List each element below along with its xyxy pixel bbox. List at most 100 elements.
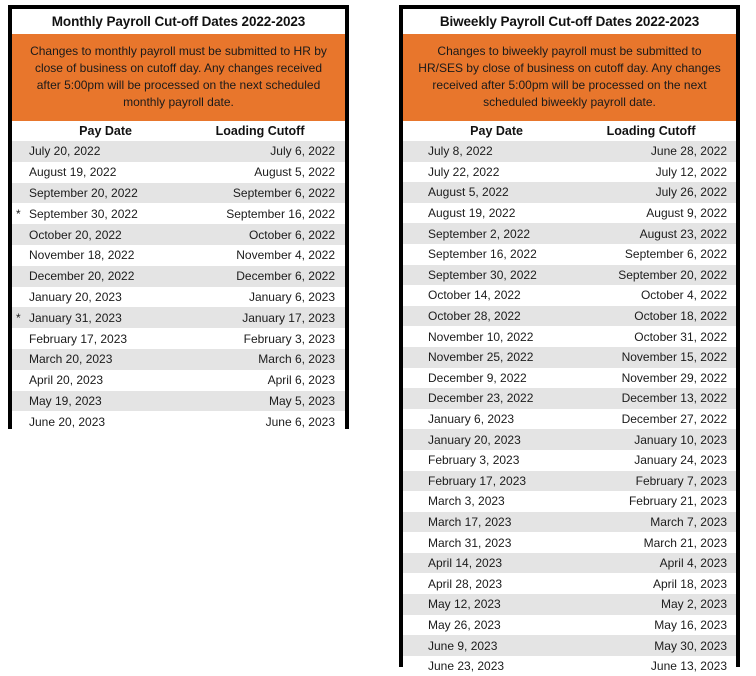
table-row: July 22, 2022 July 12, 2022 — [403, 161, 736, 183]
loading-cutoff-cell: July 6, 2022 — [270, 144, 335, 159]
loading-cutoff-cell: April 18, 2023 — [652, 576, 727, 591]
pay-date-cell: March 31, 2023 — [428, 535, 512, 550]
table-row: September 2, 2022 August 23, 2022 — [403, 223, 736, 244]
loading-cutoff-cell: January 6, 2023 — [248, 289, 335, 304]
table-row: February 3, 2023 January 24, 2023 — [403, 449, 736, 471]
table-row: August 19, 2022 August 9, 2022 — [403, 202, 736, 224]
loading-cutoff-cell: May 16, 2023 — [654, 617, 727, 632]
table-row: June 23, 2023 June 13, 2023 — [403, 655, 736, 676]
pay-date-cell: June 23, 2023 — [428, 659, 505, 674]
pay-date-cell: April 20, 2023 — [29, 373, 104, 388]
table-row: October 20, 2022 October 6, 2022 — [12, 224, 345, 245]
loading-cutoff-cell: November 29, 2022 — [621, 370, 727, 385]
table-row: March 3, 2023 February 21, 2023 — [403, 491, 736, 512]
table-row: February 17, 2023 February 7, 2023 — [403, 470, 736, 492]
table-row: June 20, 2023 June 6, 2023 — [12, 411, 345, 433]
pay-date-cell: April 28, 2023 — [428, 576, 503, 591]
table-row: November 10, 2022 October 31, 2022 — [403, 326, 736, 347]
loading-cutoff-cell: August 23, 2022 — [639, 226, 727, 241]
loading-cutoff-cell: December 6, 2022 — [236, 269, 335, 284]
table-row: July 20, 2022 July 6, 2022 — [12, 141, 345, 162]
table-row: January 6, 2023 December 27, 2022 — [403, 408, 736, 430]
pay-date-cell: February 3, 2023 — [428, 453, 520, 468]
pay-date-cell: July 22, 2022 — [428, 164, 500, 179]
loading-cutoff-cell: February 21, 2023 — [628, 494, 727, 509]
pay-date-cell: January 6, 2023 — [428, 412, 515, 427]
table-row: * September 30, 2022 September 16, 2022 — [12, 203, 345, 225]
loading-cutoff-cell: January 10, 2023 — [634, 432, 727, 447]
pay-date-cell: September 30, 2022 — [29, 206, 138, 221]
table-row: April 20, 2023 April 6, 2023 — [12, 369, 345, 391]
pay-date-cell: December 20, 2022 — [29, 269, 135, 284]
table-row: May 12, 2023 May 2, 2023 — [403, 594, 736, 615]
pay-date-cell: July 8, 2022 — [428, 144, 493, 159]
loading-cutoff-cell: September 6, 2022 — [624, 247, 727, 262]
loading-cutoff-cell: October 31, 2022 — [634, 329, 727, 344]
biweekly-column-header-pay-date: Pay Date — [470, 124, 523, 138]
table-row: October 14, 2022 October 4, 2022 — [403, 285, 736, 306]
table-row: September 20, 2022 September 6, 2022 — [12, 182, 345, 204]
loading-cutoff-cell: August 9, 2022 — [646, 206, 727, 221]
monthly-notice-banner: Changes to monthly payroll must be submi… — [12, 34, 345, 121]
table-row: August 19, 2022 August 5, 2022 — [12, 161, 345, 183]
pay-date-cell: March 17, 2023 — [428, 514, 512, 529]
biweekly-notice-banner: Changes to biweekly payroll must be subm… — [403, 34, 736, 121]
table-row: January 20, 2023 January 6, 2023 — [12, 286, 345, 308]
table-row: April 14, 2023 April 4, 2023 — [403, 552, 736, 574]
table-row: December 9, 2022 November 29, 2022 — [403, 367, 736, 389]
table-row: March 17, 2023 March 7, 2023 — [403, 511, 736, 533]
pay-date-cell: September 16, 2022 — [428, 247, 537, 262]
table-row: May 19, 2023 May 5, 2023 — [12, 390, 345, 412]
pay-date-cell: August 19, 2022 — [29, 165, 117, 180]
loading-cutoff-cell: September 6, 2022 — [232, 185, 335, 200]
loading-cutoff-cell: November 15, 2022 — [621, 350, 727, 365]
table-row: August 5, 2022 July 26, 2022 — [403, 182, 736, 203]
loading-cutoff-cell: September 16, 2022 — [226, 206, 335, 221]
pay-date-cell: September 20, 2022 — [29, 185, 138, 200]
loading-cutoff-cell: May 2, 2023 — [660, 597, 727, 612]
loading-cutoff-cell: February 7, 2023 — [635, 473, 727, 488]
pay-date-cell: May 12, 2023 — [428, 597, 501, 612]
pay-date-cell: November 18, 2022 — [29, 248, 135, 263]
pay-date-cell: November 25, 2022 — [428, 350, 534, 365]
loading-cutoff-cell: July 26, 2022 — [655, 185, 727, 200]
monthly-column-header-loading-cutoff: Loading Cutoff — [215, 124, 305, 138]
pay-date-cell: April 14, 2023 — [428, 556, 503, 571]
biweekly-column-header-loading-cutoff: Loading Cutoff — [606, 124, 696, 138]
loading-cutoff-cell: March 6, 2023 — [258, 352, 335, 367]
pay-date-cell: June 20, 2023 — [29, 414, 106, 429]
pay-date-cell: January 20, 2023 — [428, 432, 521, 447]
loading-cutoff-cell: April 4, 2023 — [659, 556, 727, 571]
pay-date-cell: July 20, 2022 — [29, 144, 101, 159]
asterisk-marker: * — [16, 310, 21, 325]
table-row: March 20, 2023 March 6, 2023 — [12, 348, 345, 370]
pay-date-cell: November 10, 2022 — [428, 329, 534, 344]
biweekly-payroll-table-card: Biweekly Payroll Cut-off Dates 2022-2023… — [399, 5, 740, 676]
loading-cutoff-cell: June 28, 2022 — [650, 144, 727, 159]
loading-cutoff-cell: December 27, 2022 — [621, 412, 727, 427]
loading-cutoff-cell: June 6, 2023 — [265, 414, 335, 429]
loading-cutoff-cell: October 4, 2022 — [640, 288, 727, 303]
pay-date-cell: June 9, 2023 — [428, 638, 498, 653]
monthly-column-header-pay-date: Pay Date — [79, 124, 132, 138]
table-row: March 31, 2023 March 21, 2023 — [403, 532, 736, 553]
table-row: January 20, 2023 January 10, 2023 — [403, 429, 736, 450]
loading-cutoff-cell: June 13, 2023 — [650, 659, 727, 674]
table-row: September 16, 2022 September 6, 2022 — [403, 243, 736, 265]
pay-date-cell: August 19, 2022 — [428, 206, 516, 221]
pay-date-cell: May 26, 2023 — [428, 617, 501, 632]
pay-date-cell: March 3, 2023 — [428, 494, 505, 509]
loading-cutoff-cell: September 20, 2022 — [618, 267, 727, 282]
biweekly-column-header-row: Pay Date Loading Cutoff — [403, 121, 736, 141]
pay-date-cell: March 20, 2023 — [29, 352, 113, 367]
loading-cutoff-cell: April 6, 2023 — [267, 373, 335, 388]
loading-cutoff-cell: October 18, 2022 — [634, 309, 727, 324]
pay-date-cell: December 23, 2022 — [428, 391, 534, 406]
table-row: May 26, 2023 May 16, 2023 — [403, 614, 736, 636]
table-row: December 23, 2022 December 13, 2022 — [403, 388, 736, 409]
pay-date-cell: October 20, 2022 — [29, 227, 122, 242]
pay-date-cell: December 9, 2022 — [428, 370, 527, 385]
monthly-table-body: July 20, 2022 July 6, 2022 August 19, 2022… — [12, 141, 345, 433]
table-row: September 30, 2022 September 20, 2022 — [403, 264, 736, 286]
